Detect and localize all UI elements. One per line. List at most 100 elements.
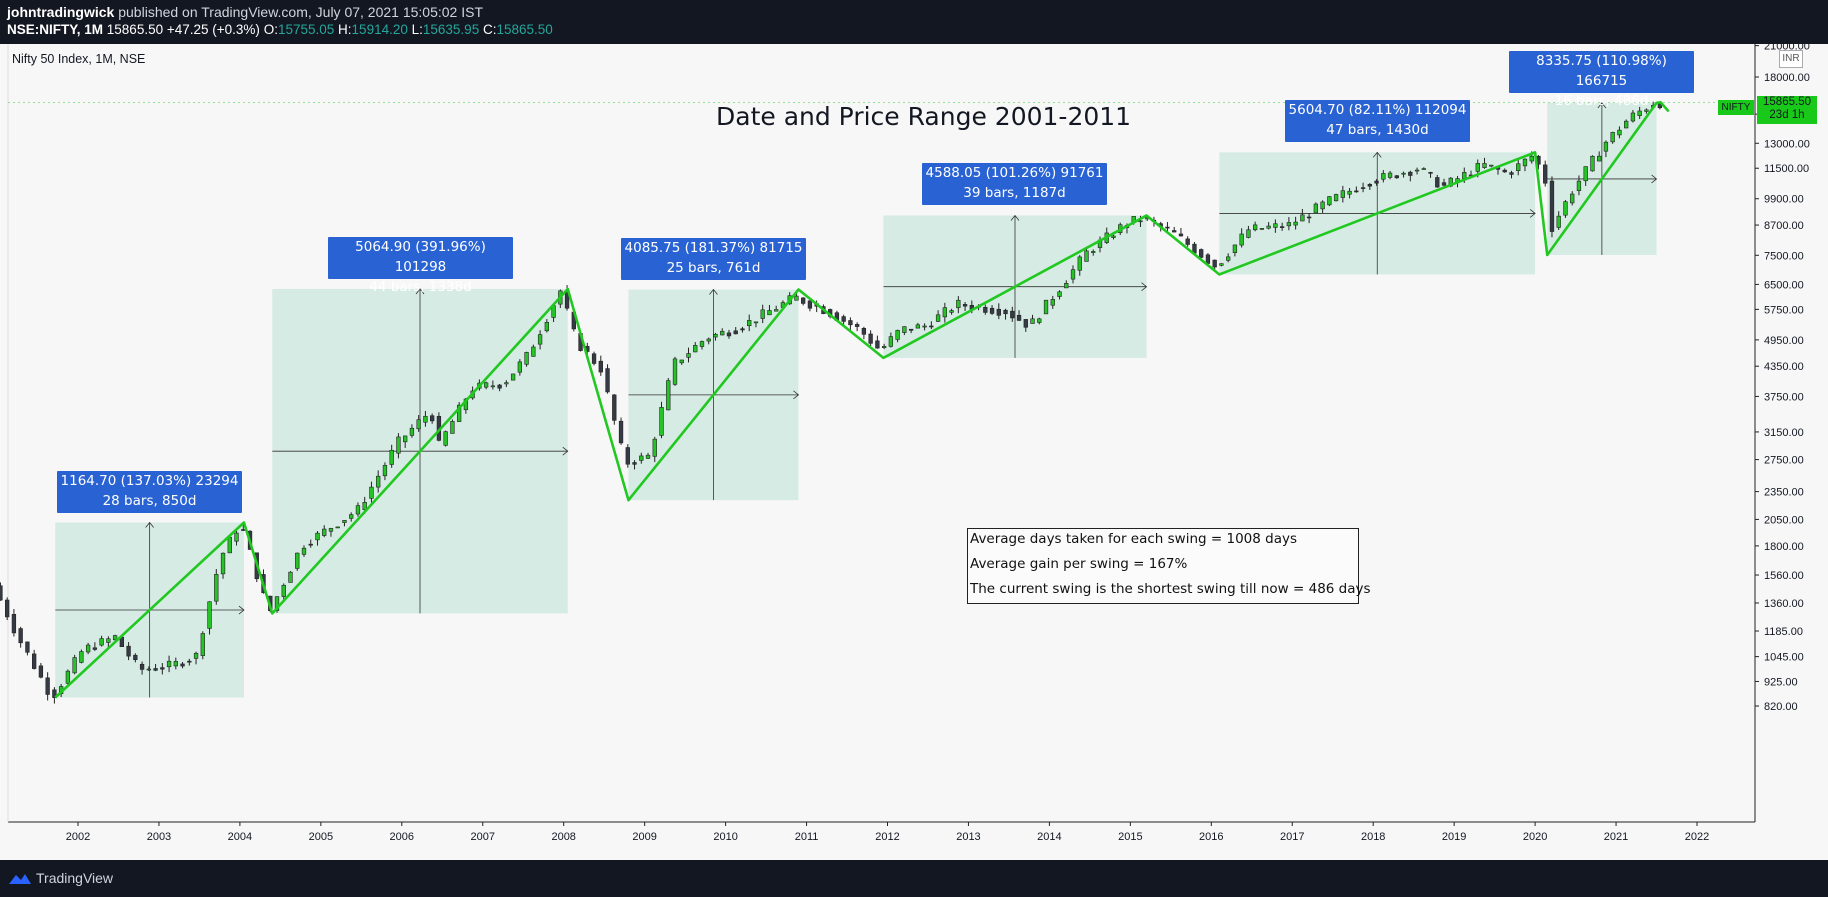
author-name[interactable]: johntradingwick (7, 4, 115, 20)
candle-up (1603, 141, 1609, 152)
candle-up (362, 502, 367, 511)
candle-up (65, 670, 71, 684)
x-tick-label: 2020 (1523, 831, 1547, 843)
candle-up (774, 309, 779, 312)
x-tick-label: 2007 (471, 831, 495, 843)
candle-up (1320, 201, 1325, 210)
y-tick-label: 1360.00 (1764, 598, 1804, 610)
x-tick-label: 2021 (1604, 831, 1628, 843)
price-change: +47.25 (+0.3%) (166, 22, 260, 37)
note-current-swing: The current swing is the shortest swing … (970, 581, 1371, 597)
candle-up (760, 309, 765, 319)
range-arrow-right (1529, 209, 1536, 218)
tradingview-logo-icon[interactable] (8, 869, 32, 887)
candle-down (126, 645, 131, 657)
candle-up (369, 486, 374, 499)
candle-down (625, 447, 630, 465)
swing-duration-text: 16 bars, 486d (1554, 93, 1649, 109)
candle-up (1273, 223, 1278, 228)
candle-up (207, 601, 212, 629)
candle-up (1347, 190, 1352, 195)
swing-stats-label[interactable]: 4085.75 (181.37%) 81715 25 bars, 761d (621, 238, 806, 280)
candle-down (25, 641, 30, 653)
candle-up (1064, 283, 1069, 289)
candle-down (1185, 238, 1190, 245)
x-tick-label: 2009 (632, 831, 656, 843)
low-value: 15635.95 (422, 22, 480, 37)
candle-down (153, 668, 158, 671)
candle-up (652, 438, 657, 457)
swing-stats-label[interactable]: 5064.90 (391.96%) 101298 44 bars, 1338d (328, 237, 513, 295)
candle-up (794, 295, 799, 301)
candle-up (1232, 244, 1238, 253)
candle-down (875, 340, 880, 349)
candle-down (308, 543, 313, 546)
footer: TradingView (0, 860, 1828, 897)
x-tick-label: 2006 (390, 831, 414, 843)
candle-up (767, 310, 772, 316)
swing-change-text: 1164.70 (137.03%) 23294 (60, 473, 239, 489)
candle-up (214, 574, 219, 602)
candle-up (234, 532, 239, 542)
range-arrow-right (238, 605, 245, 615)
candle-down (962, 304, 968, 307)
symbol-tag: NIFTY (1718, 100, 1754, 115)
currency-badge[interactable]: INR (1779, 50, 1803, 68)
y-tick-label: 925.00 (1764, 676, 1798, 688)
ohlc-line: NSE:NIFTY, 1M 15865.50 +47.25 (+0.3%) O:… (7, 22, 553, 37)
candle-down (1394, 175, 1399, 179)
candle-down (1543, 164, 1548, 184)
brand-name[interactable]: TradingView (36, 870, 114, 886)
candle-up (1387, 172, 1393, 178)
y-tick-label: 820.00 (1764, 701, 1798, 713)
range-arrow-right (1141, 282, 1148, 292)
candle-down (31, 653, 37, 669)
candle-up (1333, 194, 1339, 202)
candle-up (1421, 168, 1426, 170)
candle-down (1435, 177, 1440, 188)
swing-change-text: 4085.75 (181.37%) 81715 (624, 240, 803, 256)
candle-up (645, 454, 651, 459)
swing-change-text: 5064.90 (391.96%) 101298 (355, 239, 486, 275)
y-tick-label: 3150.00 (1764, 427, 1804, 439)
chart-legend: Nifty 50 Index, 1M, NSE (12, 52, 146, 66)
candle-up (1300, 214, 1305, 222)
candle-up (895, 329, 900, 340)
candle-up (693, 345, 698, 353)
chart-canvas[interactable]: 820.00 925.00 1045.00 1185.00 1360.00 1560.00… (0, 44, 1828, 860)
swing-stats-label[interactable]: 8335.75 (110.98%) 166715 16 bars, 486d (1509, 51, 1694, 109)
y-tick-label: 4350.00 (1764, 361, 1804, 373)
chart-title: Date and Price Range 2001-2011 (716, 102, 1132, 131)
candle-up (1583, 166, 1588, 182)
x-tick-label: 2011 (795, 831, 819, 843)
candle-up (1111, 235, 1116, 238)
candle-up (166, 660, 172, 668)
swing-stats-label[interactable]: 1164.70 (137.03%) 23294 28 bars, 850d (57, 471, 242, 513)
notes-box[interactable]: Average days taken for each swing = 1008… (967, 528, 1371, 604)
chart-area[interactable]: 820.00 925.00 1045.00 1185.00 1360.00 1560.00… (0, 44, 1828, 860)
candle-up (1590, 155, 1595, 172)
x-tick-label: 2003 (147, 831, 171, 843)
candle-up (315, 532, 320, 541)
candle-up (1239, 233, 1244, 246)
candle-down (618, 420, 624, 444)
x-tick-label: 2008 (551, 831, 575, 843)
candle-up (1313, 203, 1319, 214)
swing-stats-label[interactable]: 4588.05 (101.26%) 91761 39 bars, 1187d (922, 163, 1107, 205)
x-tick-label: 2002 (66, 831, 90, 843)
candle-down (807, 300, 813, 309)
candle-up (423, 415, 428, 423)
x-tick-label: 2013 (956, 831, 980, 843)
swing-stats-label[interactable]: 5604.70 (82.11%) 112094 47 bars, 1430d (1285, 100, 1470, 142)
candle-up (1597, 155, 1602, 162)
candle-down (133, 654, 138, 660)
candle-up (376, 475, 381, 488)
candle-up (295, 552, 300, 569)
swing-duration-text: 47 bars, 1430d (1326, 122, 1429, 138)
candle-up (193, 652, 199, 659)
candle-up (942, 307, 947, 318)
swing-change-text: 5604.70 (82.11%) 112094 (1288, 102, 1467, 118)
candle-up (396, 436, 401, 454)
x-tick-label: 2017 (1280, 831, 1304, 843)
candle-up (1286, 222, 1292, 227)
